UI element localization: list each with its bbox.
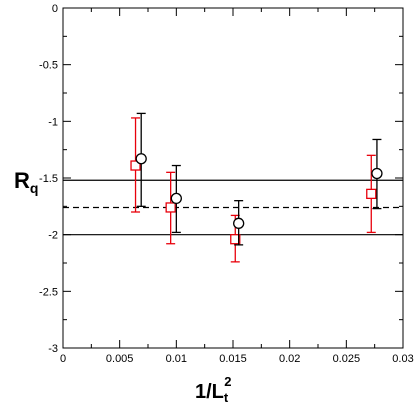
x-tick-label: 0.015 bbox=[219, 353, 247, 365]
x-axis-title-sub: t bbox=[224, 390, 229, 405]
circle-marker bbox=[135, 153, 147, 165]
y-tick-label: -2.5 bbox=[39, 286, 58, 298]
x-tick-label: 0 bbox=[60, 353, 66, 365]
circle-marker bbox=[371, 167, 383, 180]
x-tick-label: 0.03 bbox=[392, 353, 413, 365]
y-tick-label: -1.5 bbox=[39, 173, 58, 185]
square-marker bbox=[230, 234, 241, 245]
reference-lines bbox=[63, 179, 403, 236]
circle-marker bbox=[233, 217, 245, 229]
square-marker bbox=[165, 202, 176, 213]
y-tick-label: -0.5 bbox=[39, 60, 58, 72]
y-tick-label: -2 bbox=[48, 230, 58, 242]
y-axis-title: Rq bbox=[14, 168, 38, 196]
axis-ticks bbox=[62, 7, 404, 349]
data-marks bbox=[130, 112, 383, 263]
x-axis-title: 1/Lt2 bbox=[195, 374, 231, 405]
circle-marker bbox=[170, 192, 182, 205]
tick-labels: 0 0.005 0.01 0.015 0.02 0.025 0.03 0 -0.5 -1 -1.5 -… bbox=[39, 3, 414, 365]
x-tick-label: 0.025 bbox=[333, 353, 361, 365]
data-point bbox=[135, 112, 147, 207]
y-tick-label: -3 bbox=[48, 343, 58, 355]
square-marker bbox=[366, 188, 377, 200]
y-axis-title-main: R bbox=[14, 168, 30, 193]
x-tick-label: 0.02 bbox=[279, 353, 300, 365]
y-tick-label: -1 bbox=[48, 116, 58, 128]
square-marker bbox=[130, 160, 141, 171]
data-point bbox=[170, 164, 182, 234]
x-axis-title-sup: 2 bbox=[224, 374, 231, 389]
plot-frame bbox=[62, 7, 404, 349]
data-point bbox=[233, 200, 245, 246]
x-tick-label: 0.01 bbox=[166, 353, 187, 365]
y-axis-title-sub: q bbox=[30, 180, 39, 196]
y-tick-label: 0 bbox=[52, 3, 58, 15]
data-point bbox=[130, 117, 141, 213]
data-point bbox=[371, 138, 383, 210]
x-tick-label: 0.005 bbox=[106, 353, 134, 365]
x-axis-title-main: 1/L bbox=[195, 381, 224, 403]
data-point bbox=[366, 154, 377, 234]
data-point bbox=[165, 171, 176, 245]
